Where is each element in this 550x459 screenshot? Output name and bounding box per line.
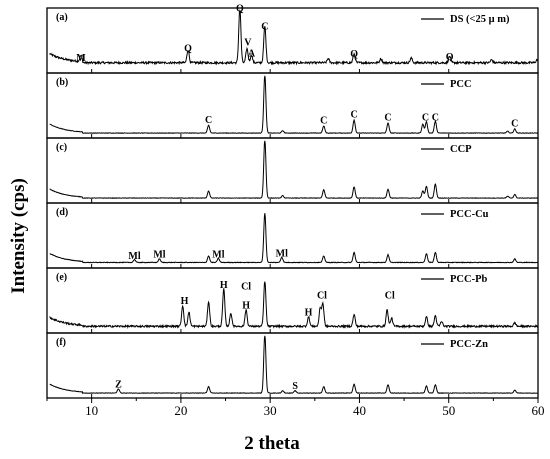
x-tick-label: 50	[442, 403, 455, 418]
peak-annotation: Z	[115, 380, 122, 391]
spectrum-line	[49, 335, 539, 395]
panel-label: (f)	[56, 337, 66, 348]
peak-annotation: S	[292, 381, 298, 392]
peak-annotation: Cl	[317, 291, 327, 302]
peak-annotation: H	[220, 280, 228, 291]
panel-label: (a)	[56, 12, 68, 23]
peak-annotation: C	[511, 119, 518, 130]
x-tick-label: 40	[353, 403, 366, 418]
panel-a: (a) DS (<25 μ m) M Q Q VA C Q Q	[46, 3, 539, 74]
peak-annotation: H	[181, 296, 189, 307]
peak-annotation: Cl	[241, 282, 251, 293]
spectrum-line	[49, 8, 539, 66]
panel-label: (c)	[56, 142, 67, 153]
spectrum-line	[49, 281, 539, 330]
panel-label: (b)	[56, 77, 68, 88]
legend-label: PCC-Pb	[450, 274, 487, 285]
peak-annotation: A	[248, 48, 256, 59]
legend-label: PCC	[450, 79, 472, 90]
peak-annotation: C	[261, 22, 268, 33]
y-axis-label: Intensity (cps)	[8, 178, 29, 294]
peak-annotation: C	[350, 110, 357, 121]
x-tick-label: 20	[174, 403, 187, 418]
peak-annotation: Cl	[385, 291, 395, 302]
peak-annotation: Q	[236, 3, 244, 14]
peak-annotation: Q	[446, 52, 454, 63]
legend-label: CCP	[450, 144, 472, 155]
x-axis: 10 20 30 40 50 60	[46, 398, 545, 418]
legend-label: DS (<25 μ m)	[450, 14, 510, 25]
panel-label: (e)	[56, 272, 67, 283]
x-tick-label: 30	[264, 403, 277, 418]
peak-annotation: Ml	[276, 249, 288, 260]
panel-frame	[46, 332, 539, 399]
legend-label: PCC-Zn	[450, 339, 488, 350]
peak-annotation: Ml	[153, 250, 165, 261]
peak-annotation: C	[432, 113, 439, 124]
peak-annotation: C	[205, 115, 212, 126]
x-axis-label: 2 theta	[244, 433, 300, 454]
peak-annotation: Ml	[212, 250, 224, 261]
spectrum-line	[49, 213, 539, 264]
legend-label: PCC-Cu	[450, 209, 489, 220]
peak-annotation: Ml	[128, 251, 140, 262]
peak-annotation: C	[384, 113, 391, 124]
peak-annotation: C	[320, 116, 327, 127]
spectrum-line	[49, 140, 539, 199]
peak-annotation: H	[305, 308, 313, 319]
panel-e: (e) PCC-Pb H H Cl H H Cl Cl	[46, 267, 539, 334]
x-tick-label: 60	[532, 403, 545, 418]
peak-annotation: V	[244, 38, 252, 49]
peak-annotation: C	[422, 113, 429, 124]
panel-d: (d) PCC-Cu Ml Ml Ml Ml	[46, 202, 539, 269]
panel-c: (c) CCP	[46, 137, 539, 204]
panel-label: (d)	[56, 207, 68, 218]
x-tick-label: 10	[85, 403, 98, 418]
panel-f: (f) PCC-Zn Z S	[46, 332, 539, 399]
spectrum-line	[49, 75, 539, 134]
peak-annotation: M	[76, 53, 86, 64]
peak-annotation: Q	[350, 49, 358, 60]
peak-annotation: Q	[184, 44, 192, 55]
peak-annotation: H	[242, 301, 250, 312]
